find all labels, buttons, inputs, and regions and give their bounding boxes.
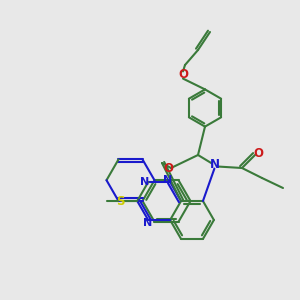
- Text: N: N: [163, 175, 172, 185]
- Text: N: N: [210, 158, 220, 172]
- Text: N: N: [143, 218, 152, 228]
- Text: O: O: [254, 147, 264, 160]
- Text: O: O: [163, 161, 173, 175]
- Text: N: N: [140, 177, 149, 187]
- Text: O: O: [178, 68, 188, 82]
- Text: S: S: [116, 194, 125, 208]
